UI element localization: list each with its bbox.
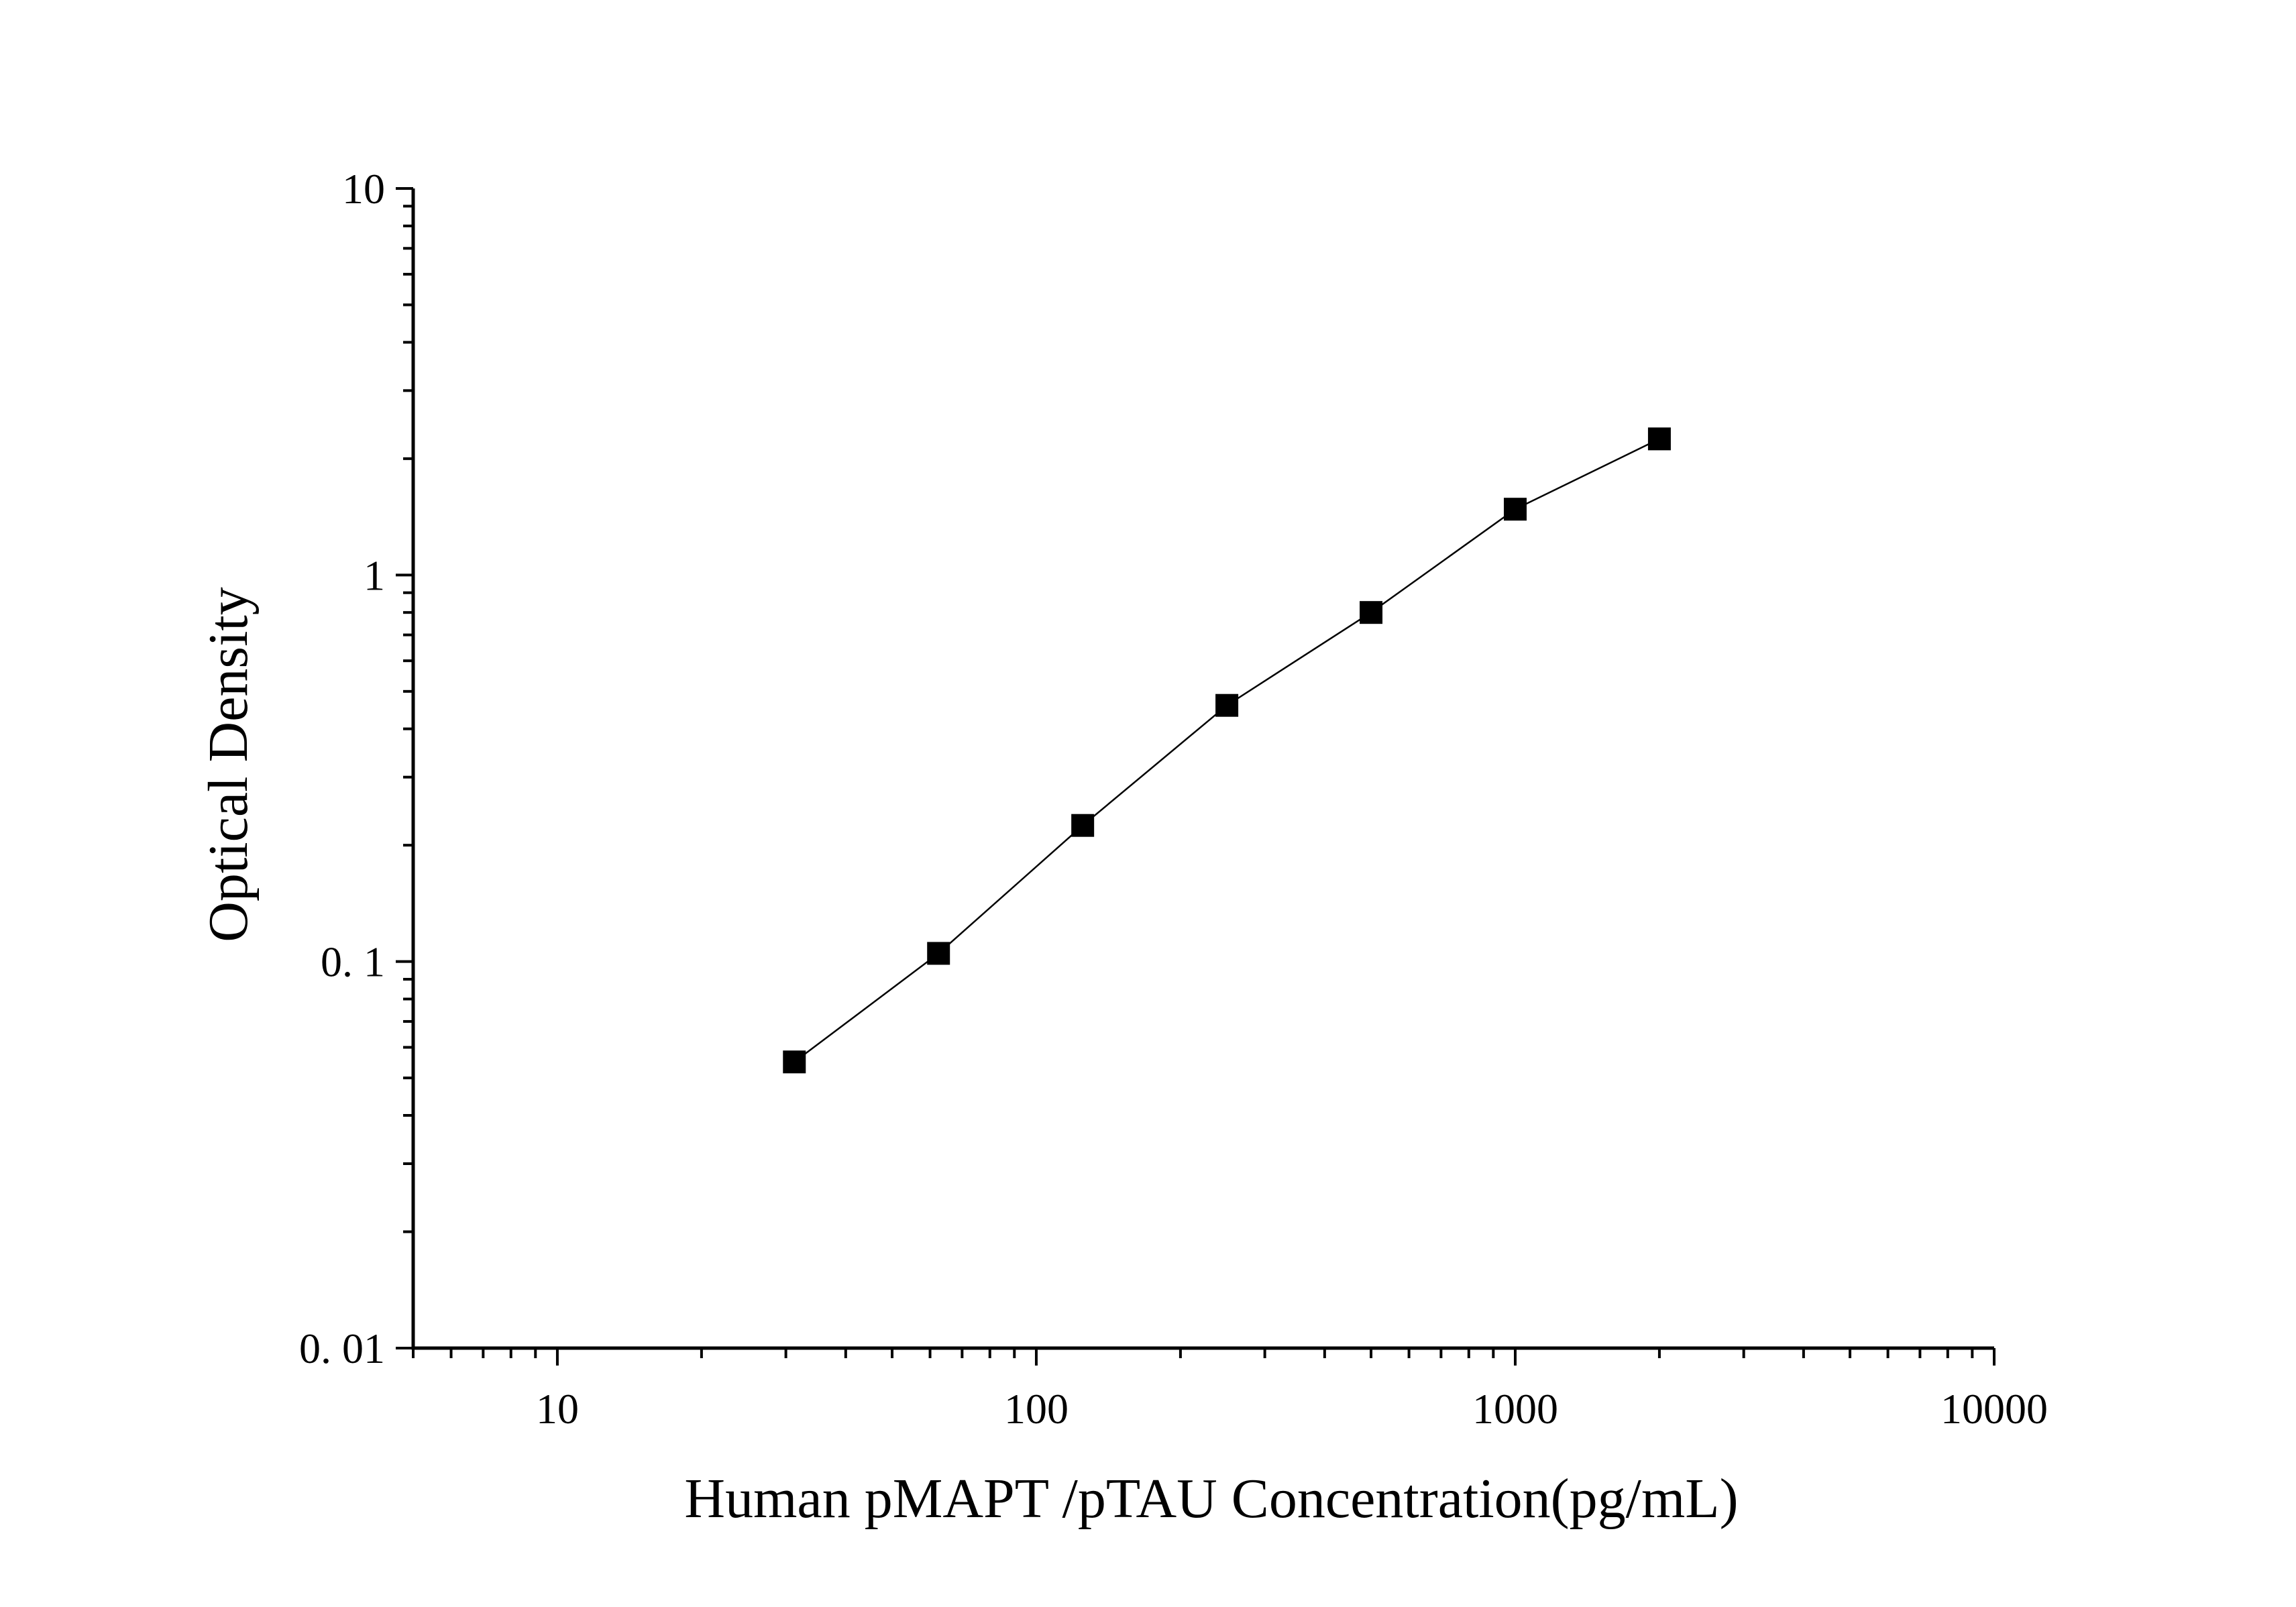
- data-point: [927, 942, 950, 964]
- y-tick-label: 10: [342, 165, 385, 213]
- y-tick-label: 1: [364, 551, 385, 599]
- data-point: [1648, 427, 1671, 450]
- x-tick-label: 10000: [1940, 1385, 2048, 1433]
- axes: 10 100 1000 10000 0. 01 0. 1 1 10: [299, 165, 2048, 1433]
- data-point: [783, 1050, 806, 1073]
- y-tick-label: 0. 1: [321, 938, 385, 986]
- y-axis-title: Optical Density: [197, 587, 260, 942]
- series-line: [794, 439, 1659, 1062]
- data-point: [1071, 814, 1094, 837]
- x-tick-label: 10: [536, 1385, 579, 1433]
- data-point: [1360, 601, 1382, 624]
- data-point: [1215, 694, 1238, 717]
- data-point: [1504, 498, 1527, 520]
- x-tick-label: 1000: [1472, 1385, 1558, 1433]
- y-tick-label: 0. 01: [299, 1325, 385, 1372]
- x-axis-title: Human pMAPT /pTAU Concentration(pg/mL): [684, 1467, 1738, 1530]
- series-layer: [783, 427, 1671, 1073]
- x-tick-label: 100: [1004, 1385, 1069, 1433]
